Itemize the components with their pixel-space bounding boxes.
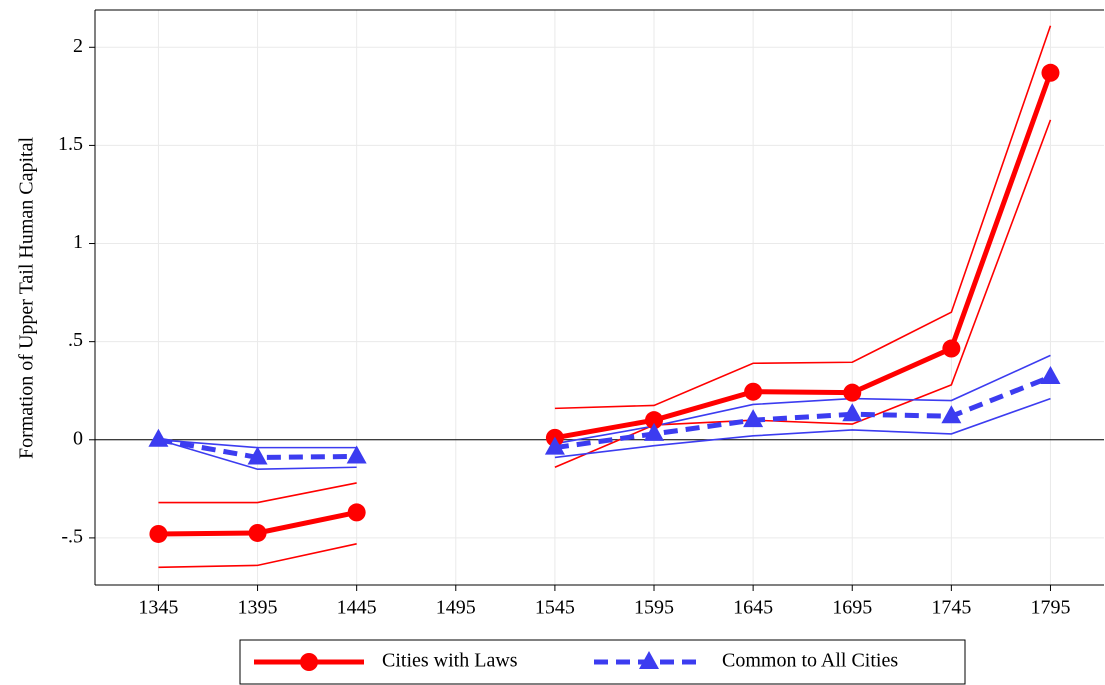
marker bbox=[644, 422, 665, 441]
marker bbox=[1041, 63, 1060, 82]
marker bbox=[843, 383, 862, 402]
marker bbox=[248, 523, 267, 542]
y-tick-label: .5 bbox=[68, 329, 83, 351]
x-tick-label: 1745 bbox=[931, 597, 971, 619]
marker bbox=[645, 411, 664, 430]
legend-label: Common to All Cities bbox=[722, 650, 898, 672]
marker bbox=[148, 428, 169, 447]
marker bbox=[1040, 365, 1061, 384]
y-axis-label: Formation of Upper Tail Human Capital bbox=[16, 137, 38, 460]
legend-marker bbox=[300, 653, 318, 671]
marker bbox=[941, 405, 962, 424]
x-tick-label: 1645 bbox=[733, 597, 773, 619]
y-tick-label: 1.5 bbox=[58, 133, 83, 155]
marker bbox=[842, 403, 863, 422]
marker bbox=[346, 445, 367, 464]
marker bbox=[544, 436, 565, 455]
x-tick-label: 1695 bbox=[832, 597, 872, 619]
ci-line bbox=[158, 25, 1052, 504]
legend-marker bbox=[639, 651, 659, 669]
y-tick-label: -.5 bbox=[61, 525, 83, 547]
y-tick-label: 2 bbox=[73, 35, 83, 57]
x-tick-label: 1395 bbox=[238, 597, 278, 619]
marker bbox=[149, 524, 168, 543]
x-tick-label: 1545 bbox=[535, 597, 575, 619]
y-tick-label: 0 bbox=[73, 427, 83, 449]
plot-area bbox=[95, 10, 1104, 585]
x-tick-label: 1495 bbox=[436, 597, 476, 619]
marker bbox=[347, 503, 366, 522]
x-tick-label: 1345 bbox=[138, 597, 178, 619]
marker bbox=[247, 446, 268, 465]
legend-label: Cities with Laws bbox=[382, 650, 518, 672]
x-tick-label: 1445 bbox=[337, 597, 377, 619]
x-tick-label: 1795 bbox=[1030, 597, 1070, 619]
x-tick-label: 1595 bbox=[634, 597, 674, 619]
marker bbox=[743, 409, 764, 428]
y-tick-label: 1 bbox=[73, 231, 83, 253]
marker bbox=[942, 339, 961, 358]
ci-line bbox=[158, 119, 1052, 569]
marker bbox=[744, 382, 763, 401]
ci-line bbox=[158, 397, 1051, 471]
